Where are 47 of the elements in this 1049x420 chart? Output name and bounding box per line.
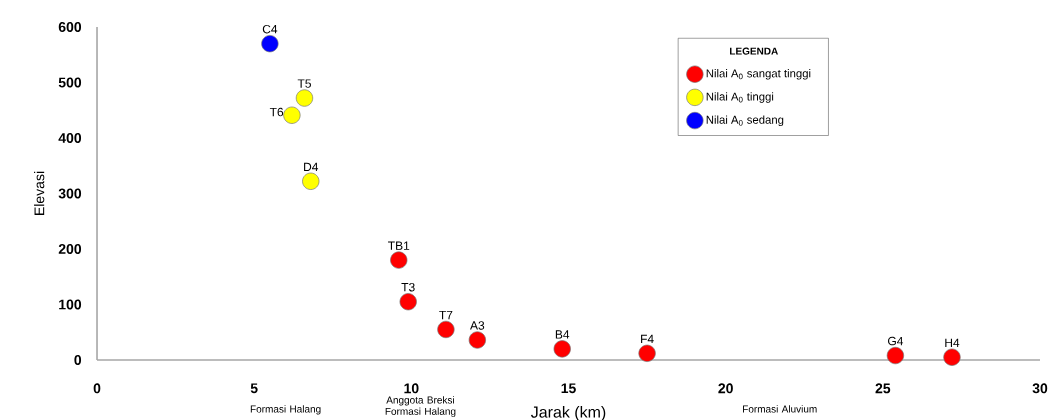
x-tick-label: 20 [718,383,733,394]
annotation: H4 [945,338,960,347]
annotation: T6 [269,107,284,117]
text: Formasi Aluvium [743,405,817,413]
x-tick-label: 0 [93,383,101,394]
annotation: TB1 [388,241,410,250]
x-tick-label: 25 [875,383,891,394]
legend-label: Nilai A$_{0}$ tinggi [706,92,774,103]
x-tick-label: 10 [404,383,419,394]
legend-label: Nilai A$_{0}$ sangat tinggi [706,69,811,80]
text: Formasi Halang [250,405,321,415]
annotation: F4 [641,334,654,344]
y-tick-label: 600 [58,22,82,32]
x-tick-label: 5 [250,383,258,394]
y-tick-label: 100 [59,299,82,310]
point [283,106,301,124]
text: Anggota Breksi Formasi Halang [385,396,456,417]
annotation: D4 [304,162,319,172]
x-tick-label: 15 [561,383,576,394]
legend-title: LEGENDA [730,47,778,55]
y-tick-label: 500 [58,77,82,88]
y-axis-title: Elevasi [34,171,45,215]
x-tick-label: 30 [1032,383,1048,394]
point [468,331,486,349]
x-axis-title: Jarak (km) [530,406,606,420]
annotation: B4 [555,330,570,339]
annotation: C4 [262,24,278,34]
point [553,340,571,358]
y-tick-label: 200 [58,244,82,254]
annotation: A3 [470,321,485,330]
annotation: G4 [888,336,904,346]
point [886,346,905,365]
point [261,35,279,53]
point [638,344,656,362]
annotation: T5 [297,79,311,88]
point [390,251,408,269]
annotation: T3 [401,282,415,292]
point [437,320,455,339]
y-tick-label: 300 [58,188,82,199]
legend-label: Nilai A$_{0}$ sedang [706,115,784,127]
point [399,293,417,311]
y-tick-label: 400 [58,133,82,143]
point [943,348,961,366]
y-tick-label: 0 [74,355,82,365]
point [295,89,314,107]
annotation: T7 [439,310,453,320]
point [302,172,320,190]
